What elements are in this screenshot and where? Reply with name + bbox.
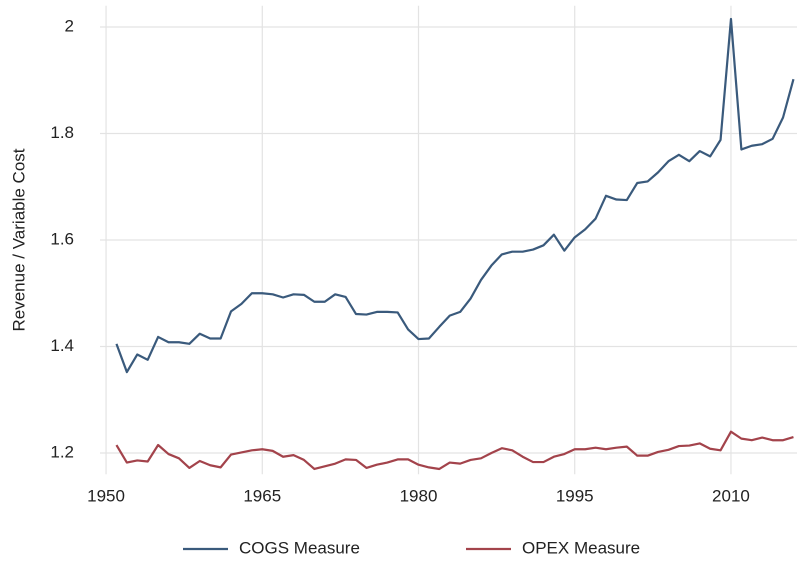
y-tick-label: 1.8 xyxy=(50,123,74,142)
data-line xyxy=(115,430,794,471)
y-axis-title: Revenue / Variable Cost xyxy=(9,148,28,331)
x-tick-label: 1950 xyxy=(87,486,125,505)
y-tick-label: 2 xyxy=(65,16,74,35)
x-tick-label: 1995 xyxy=(556,486,594,505)
x-tick-label: 1980 xyxy=(400,486,438,505)
legend-label: COGS Measure xyxy=(239,538,360,557)
legend-label: OPEX Measure xyxy=(522,538,640,557)
data-line xyxy=(115,17,795,374)
x-tick-label: 2010 xyxy=(712,486,750,505)
x-tick-label: 1965 xyxy=(243,486,281,505)
y-tick-label: 1.2 xyxy=(50,442,74,461)
y-tick-label: 1.4 xyxy=(50,336,74,355)
y-tick-label: 1.6 xyxy=(50,229,74,248)
